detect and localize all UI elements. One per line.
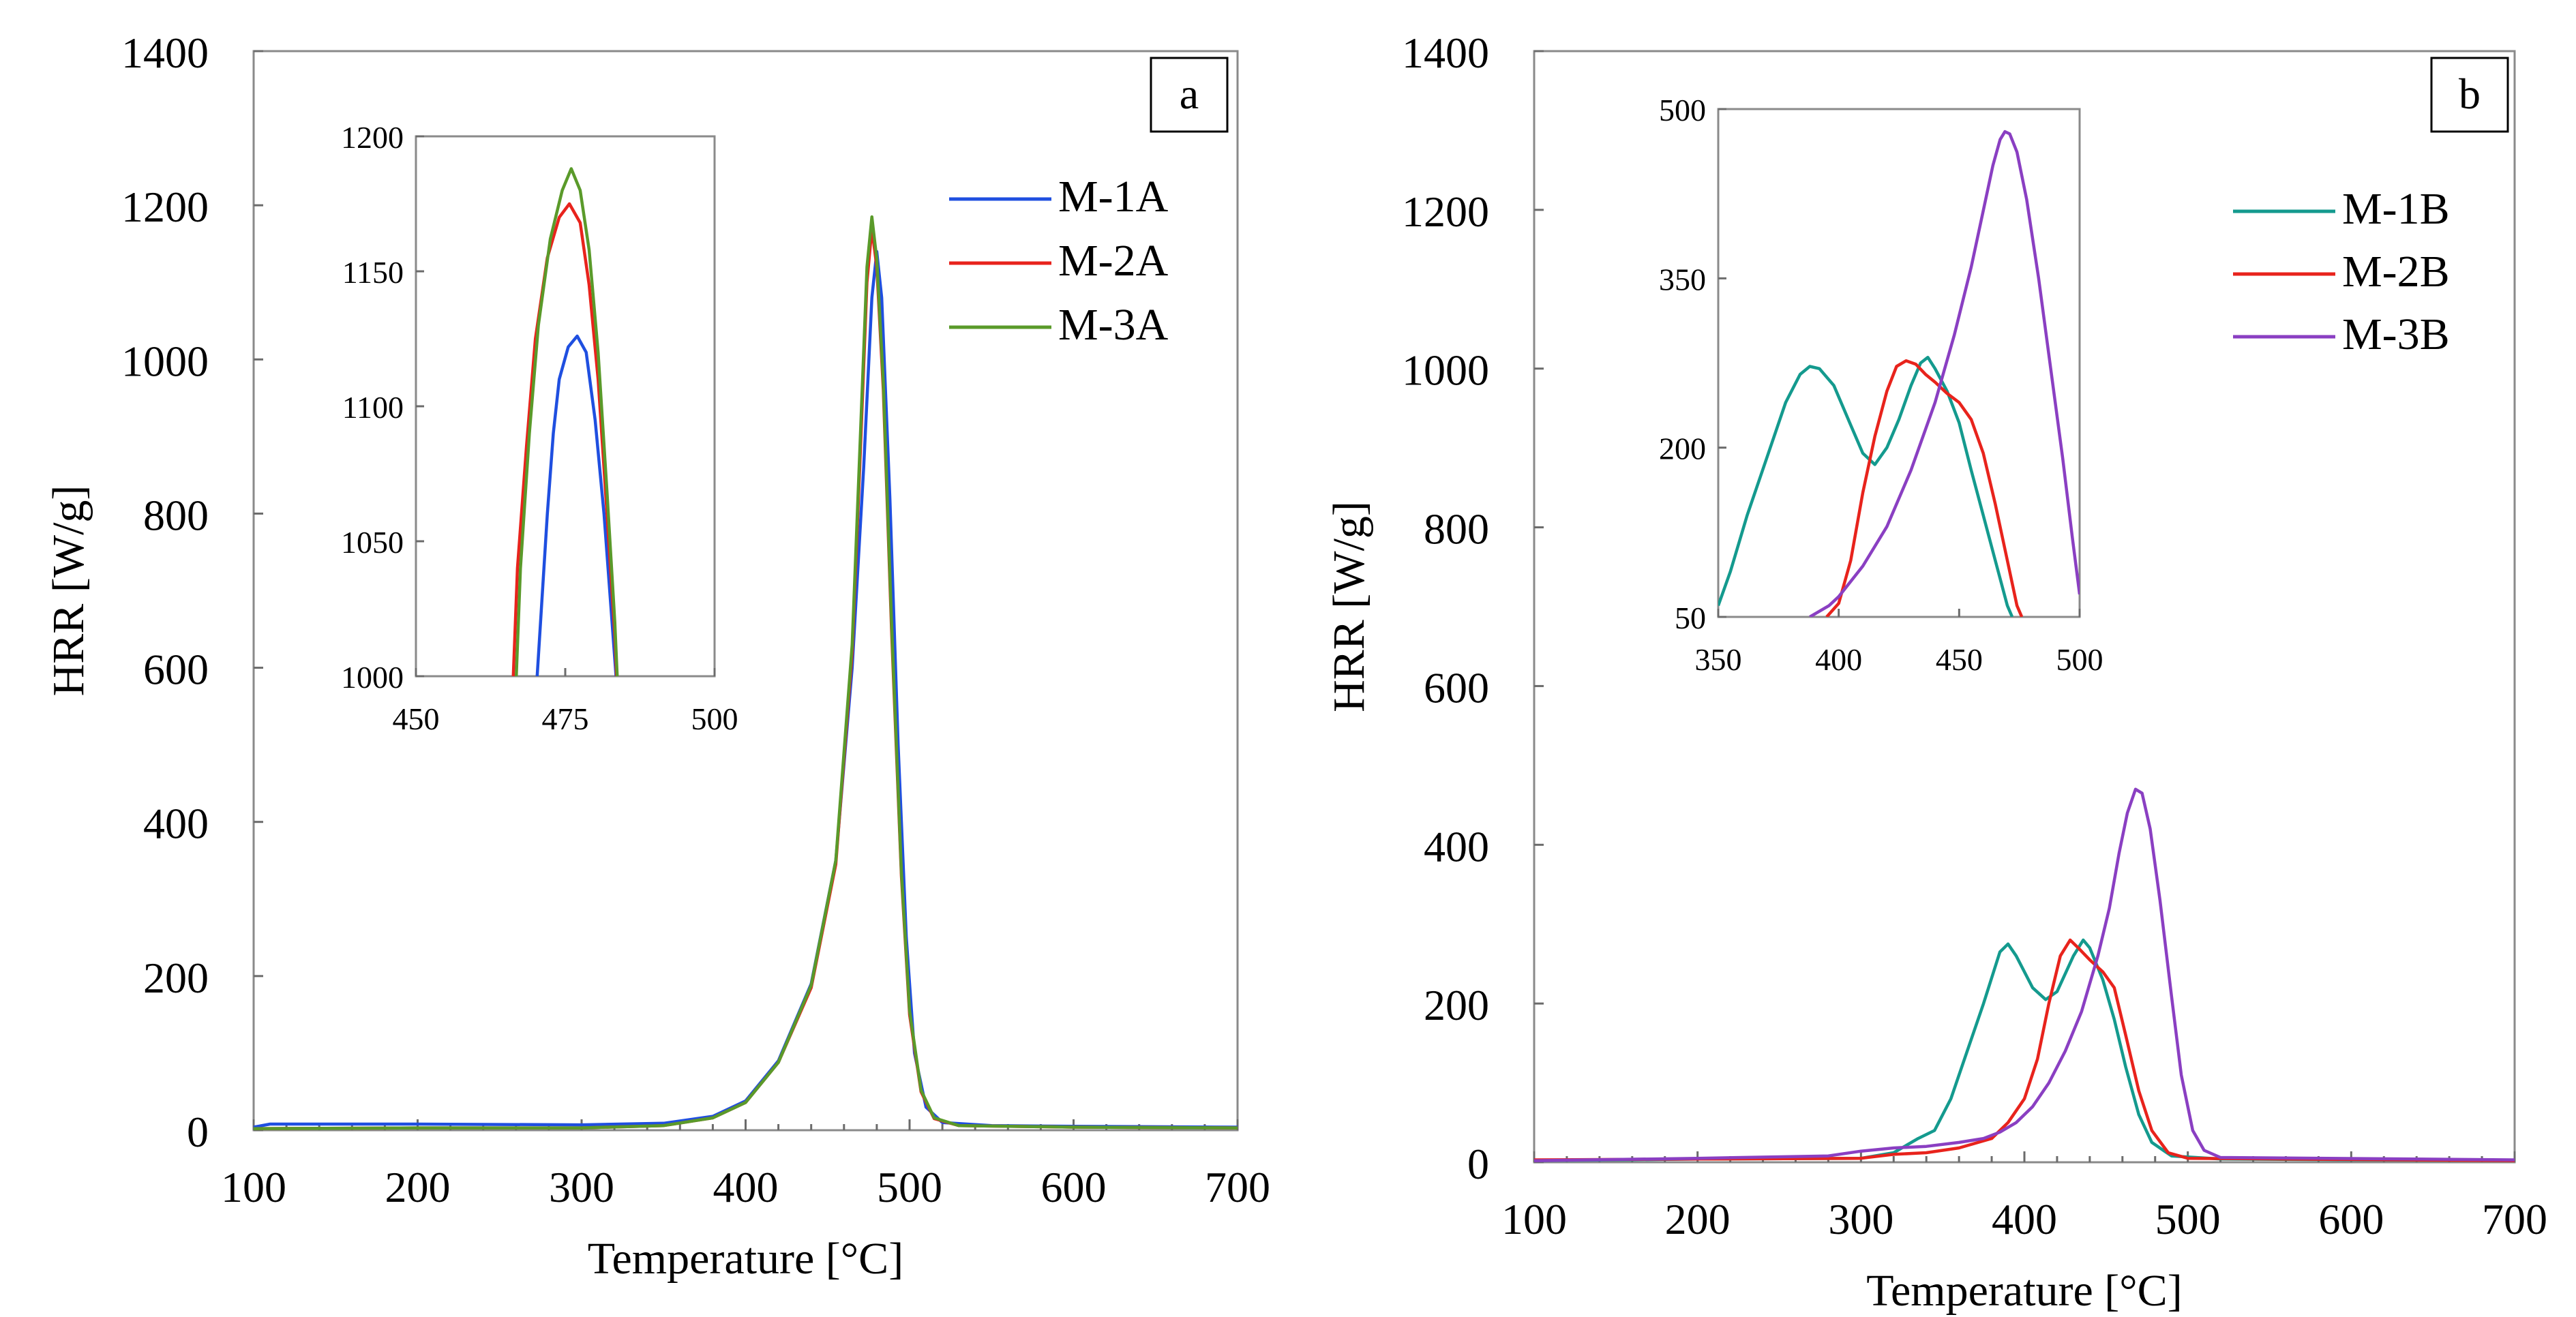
series-line-M-2B — [1533, 938, 2515, 1162]
inset-y-tick-label: 1150 — [342, 255, 404, 290]
legend-label: M-2A — [1058, 236, 1169, 286]
y-tick-label: 1200 — [1402, 187, 1489, 236]
inset-y-tick-label: 350 — [1659, 262, 1706, 297]
x-tick-label: 100 — [1501, 1195, 1567, 1243]
inset-x-tick-label: 475 — [542, 701, 589, 736]
inset-y-tick-label: 1200 — [341, 120, 404, 155]
inset-x-tick-label: 400 — [1815, 642, 1862, 677]
inset-y-tick-label: 1000 — [341, 660, 404, 695]
inset-chart: 1000 1050 1100 1150 1200 450 475 500 — [341, 120, 738, 736]
legend-label: M-3B — [2342, 309, 2450, 359]
inset-frame — [1717, 108, 2081, 618]
x-tick-label: 500 — [877, 1163, 942, 1211]
x-tick-label: 600 — [2318, 1195, 2384, 1243]
inset-y-tick-label: 1100 — [342, 390, 404, 425]
y-tick-label: 1400 — [1402, 29, 1489, 77]
x-axis-title: Temperature [°C] — [588, 1234, 903, 1284]
x-tick-label: 200 — [1665, 1195, 1731, 1243]
legend-label: M-2B — [2342, 247, 2450, 297]
legend-label: M-1B — [2342, 184, 2450, 234]
x-tick-label: 500 — [2155, 1195, 2221, 1243]
y-tick-label: 400 — [143, 800, 209, 848]
inset-y-tick-label: 500 — [1659, 93, 1706, 127]
inset-series-line-M-1A — [535, 334, 618, 676]
panel-b-chart: 0 200 400 600 800 1000 1200 1400 100 200 300 400 500… — [1324, 29, 2547, 1316]
x-tick-label: 300 — [1828, 1195, 1893, 1243]
inset-x-tick-label: 500 — [691, 701, 738, 736]
x-tick-label: 200 — [385, 1163, 451, 1211]
inset-y-tick-label: 1050 — [341, 525, 404, 560]
y-tick-label: 600 — [1424, 663, 1489, 712]
x-tick-label: 400 — [713, 1163, 779, 1211]
inset-frame — [415, 135, 716, 678]
inset-x-tick-label: 500 — [2056, 642, 2103, 677]
inset-series-line-M-3A — [514, 167, 619, 676]
y-tick-label: 600 — [143, 646, 209, 694]
x-tick-label: 100 — [221, 1163, 286, 1211]
inset-y-tick-label: 50 — [1675, 601, 1706, 635]
inset-series-line-M-3B — [1809, 130, 2080, 617]
legend-label: M-3A — [1058, 300, 1169, 350]
inset-series-line-M-1B — [1718, 355, 2014, 617]
y-tick-label: 1000 — [121, 337, 209, 385]
series-line-M-3B — [1533, 787, 2515, 1162]
panel-label: a — [1180, 70, 1199, 118]
legend-label: M-1A — [1058, 172, 1169, 222]
y-tick-label: 0 — [187, 1108, 209, 1156]
y-axis-title: HRR [W/g] — [44, 485, 93, 697]
x-axis-title: Temperature [°C] — [1866, 1266, 2182, 1316]
panel-label-box — [1150, 57, 1229, 133]
series-line-M-1B — [1533, 938, 2515, 1162]
panel-label: b — [2459, 70, 2481, 118]
y-tick-label: 1200 — [121, 183, 209, 231]
x-tick-label: 700 — [2482, 1195, 2547, 1243]
inset-y-tick-label: 200 — [1659, 432, 1706, 466]
inset-series-group — [1718, 130, 2080, 617]
y-tick-label: 1000 — [1402, 346, 1489, 395]
y-tick-label: 400 — [1424, 822, 1489, 871]
series-line-M-3A — [253, 215, 1238, 1130]
inset-series-group — [511, 167, 619, 676]
x-tick-label: 700 — [1205, 1163, 1270, 1211]
panel-label-box — [2430, 57, 2509, 133]
y-tick-label: 800 — [143, 491, 209, 539]
y-tick-label: 800 — [1424, 505, 1489, 554]
x-tick-label: 600 — [1041, 1163, 1107, 1211]
x-tick-label: 300 — [549, 1163, 614, 1211]
y-axis-title: HRR [W/g] — [1324, 501, 1374, 712]
y-tick-label: 200 — [1424, 981, 1489, 1029]
inset-series-line-M-2B — [1825, 359, 2024, 617]
x-tick-label: 400 — [1992, 1195, 2057, 1243]
panel-a-chart: 0 200 400 600 800 1000 1200 1400 100 200 300 400 500… — [44, 29, 1270, 1284]
inset-x-tick-label: 350 — [1695, 642, 1742, 677]
inset-x-tick-label: 450 — [393, 701, 440, 736]
inset-x-tick-label: 450 — [1936, 642, 1983, 677]
y-tick-label: 200 — [143, 954, 209, 1002]
y-tick-label: 1400 — [121, 29, 209, 77]
y-tick-label: 0 — [1467, 1140, 1489, 1188]
inset-chart: 50 200 350 500 350 400 450 500 — [1659, 93, 2103, 677]
